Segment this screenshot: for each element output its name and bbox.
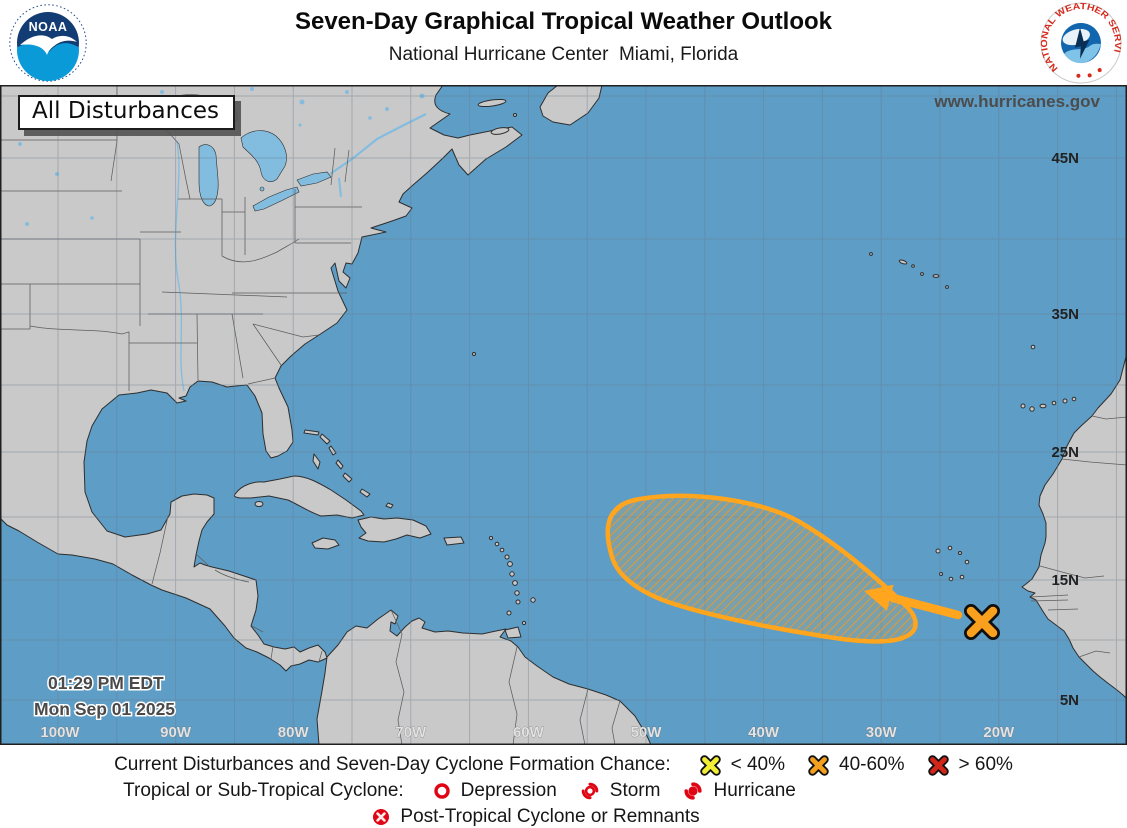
hurricane-icon xyxy=(682,780,704,802)
cuba xyxy=(233,475,365,519)
north-america xyxy=(0,84,523,672)
bahamas xyxy=(303,429,394,509)
legend: Current Disturbances and Seven-Day Cyclo… xyxy=(0,745,1127,828)
lat-label: 25N xyxy=(1051,444,1079,461)
legend-item-gt60: > 60% xyxy=(927,754,1013,777)
bermuda xyxy=(472,352,476,356)
page-title: Seven-Day Graphical Tropical Weather Out… xyxy=(294,8,833,35)
noaa-logo-icon[interactable]: NOAA xyxy=(8,3,88,88)
lesser-antilles xyxy=(488,535,536,639)
website-link[interactable]: www.hurricanes.gov xyxy=(933,92,1100,111)
latitude-labels: 45N 35N 25N 15N 5N xyxy=(1051,150,1079,709)
lon-label: 100W xyxy=(40,724,80,741)
south-america xyxy=(316,609,652,746)
outlook-map[interactable]: www.hurricanes.gov 45N 35N 25N 15N 5N 10… xyxy=(0,84,1127,746)
motion-arrow xyxy=(864,584,963,620)
legend-row-cyclone: Tropical or Sub-Tropical Cyclone: Depres… xyxy=(0,778,1023,804)
lat-label: 15N xyxy=(1051,572,1079,589)
cape-verde-islands xyxy=(935,545,970,582)
formation-area[interactable] xyxy=(605,493,918,644)
lon-label: 20W xyxy=(983,724,1015,741)
canary-islands xyxy=(1020,344,1077,412)
legend-item-40-60: 40-60% xyxy=(807,754,905,777)
longitude-labels: 100W 90W 80W 70W 60W 50W 40W 30W 20W xyxy=(40,724,1015,742)
legend-item-label: Storm xyxy=(609,780,661,801)
hispaniola xyxy=(357,516,432,543)
noaa-logo-text: NOAA xyxy=(29,20,68,34)
x-red-icon xyxy=(927,754,950,777)
header: NOAA Seven-Day Graphical Tropical Weathe… xyxy=(0,0,1127,85)
legend-item-storm: Storm xyxy=(579,780,661,802)
timestamp: 01:29 PM EDT Mon Sep 01 2025 xyxy=(33,672,177,721)
lon-label: 30W xyxy=(866,724,898,741)
nws-logo-icon[interactable]: NATIONAL WEATHER SERVICE xyxy=(1029,0,1127,91)
lon-label: 70W xyxy=(395,724,427,741)
storm-icon xyxy=(579,780,601,802)
legend-chance-label: Current Disturbances and Seven-Day Cyclo… xyxy=(114,754,671,775)
map-svg[interactable]: www.hurricanes.gov 45N 35N 25N 15N 5N 10… xyxy=(0,84,1127,746)
post-tropical-icon xyxy=(371,807,391,827)
legend-item-depression: Depression xyxy=(432,780,557,802)
jamaica xyxy=(311,537,340,550)
disturbance-area-group xyxy=(605,493,1000,644)
legend-row-post-tropical: Post-Tropical Cyclone or Remnants xyxy=(0,804,1099,828)
legend-item-label: Depression xyxy=(460,780,557,801)
legend-row-chance: Current Disturbances and Seven-Day Cyclo… xyxy=(0,752,1127,778)
x-yellow-icon xyxy=(699,754,722,777)
map-border xyxy=(0,85,1127,745)
legend-item-label: Hurricane xyxy=(713,780,796,801)
legend-cyclone-label: Tropical or Sub-Tropical Cyclone: xyxy=(123,780,404,801)
timestamp-date: Mon Sep 01 2025 xyxy=(34,699,175,719)
lon-label: 80W xyxy=(278,724,310,741)
legend-item-label: > 60% xyxy=(958,754,1013,775)
legend-item-lt40: < 40% xyxy=(699,754,785,777)
legend-item-label: < 40% xyxy=(730,754,786,775)
legend-item-label: Post-Tropical Cyclone or Remnants xyxy=(400,806,700,827)
disturbance-x-marker[interactable] xyxy=(964,604,1000,640)
legend-item-hurricane: Hurricane xyxy=(682,780,796,802)
landmasses xyxy=(0,84,1127,746)
graticule xyxy=(0,85,1127,745)
lon-label: 90W xyxy=(160,724,192,741)
depression-icon xyxy=(432,781,452,801)
lat-label: 35N xyxy=(1051,306,1079,323)
timestamp-time: 01:29 PM EDT xyxy=(48,673,164,693)
lon-label: 40W xyxy=(748,724,780,741)
lon-label: 50W xyxy=(631,724,663,741)
newfoundland xyxy=(539,84,603,126)
x-orange-icon xyxy=(807,754,830,777)
lat-label: 45N xyxy=(1051,150,1079,167)
all-disturbances-label[interactable]: All Disturbances xyxy=(18,95,236,130)
legend-item-post-tropical: Post-Tropical Cyclone or Remnants xyxy=(371,806,700,828)
political-borders xyxy=(0,85,1127,746)
africa xyxy=(1021,352,1127,700)
lat-label: 5N xyxy=(1060,692,1079,709)
azores xyxy=(869,252,949,289)
lon-label: 60W xyxy=(513,724,545,741)
legend-item-label: 40-60% xyxy=(839,754,905,775)
page-subtitle: National Hurricane Center Miami, Florida xyxy=(388,44,739,65)
puerto-rico xyxy=(443,536,465,546)
